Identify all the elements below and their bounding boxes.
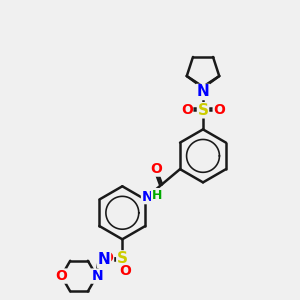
Text: H: H <box>152 189 162 202</box>
Text: O: O <box>213 103 225 117</box>
Text: O: O <box>102 251 113 266</box>
Text: O: O <box>181 103 193 117</box>
Text: O: O <box>119 264 131 278</box>
Text: S: S <box>197 103 208 118</box>
Text: O: O <box>151 162 162 176</box>
Text: S: S <box>117 251 128 266</box>
Text: N: N <box>196 85 209 100</box>
Text: N: N <box>142 190 153 204</box>
Text: O: O <box>55 269 67 283</box>
Text: N: N <box>98 252 110 267</box>
Text: N: N <box>92 269 103 283</box>
